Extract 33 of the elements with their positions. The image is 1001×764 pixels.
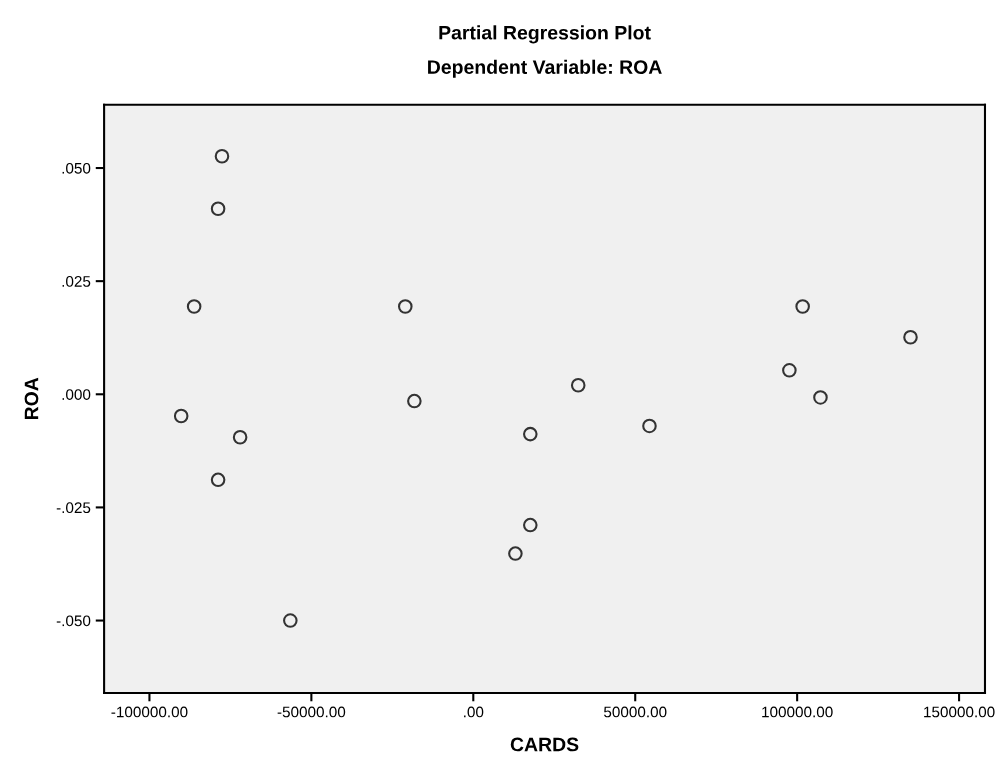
point — [570, 377, 586, 393]
point — [407, 393, 422, 409]
point — [508, 546, 523, 561]
point — [214, 148, 230, 164]
point — [398, 299, 413, 314]
point — [186, 299, 202, 314]
point — [173, 408, 189, 424]
chart-subtitle: Dependent Variable: ROA — [428, 59, 662, 78]
point — [523, 426, 538, 442]
y-tick-label: .000 — [62, 389, 91, 400]
y-tick-label: .050 — [62, 162, 91, 174]
point — [210, 201, 226, 217]
point — [523, 517, 538, 533]
point — [642, 418, 657, 434]
point — [813, 390, 828, 405]
x-tick-label: .00 — [464, 706, 484, 718]
point — [210, 472, 226, 488]
y-tick-label: -.025 — [56, 502, 91, 514]
y-tick-label: .025 — [62, 276, 91, 287]
point — [782, 363, 797, 378]
x-tick-label: 100000.00 — [762, 706, 833, 718]
point — [795, 299, 810, 314]
y-axis-title: ROA — [24, 377, 39, 420]
y-tick-label: -.050 — [56, 615, 91, 627]
x-axis-title: CARDS — [510, 737, 579, 752]
point — [903, 329, 918, 345]
chart-title: Partial Regression Plot — [439, 25, 651, 44]
x-tick-label: -50000.00 — [277, 706, 346, 718]
point — [283, 613, 298, 628]
x-tick-label: 50000.00 — [603, 706, 667, 718]
x-tick-label: 150000.00 — [924, 706, 995, 718]
point — [232, 429, 248, 445]
x-tick-label: -100000.00 — [111, 706, 188, 718]
